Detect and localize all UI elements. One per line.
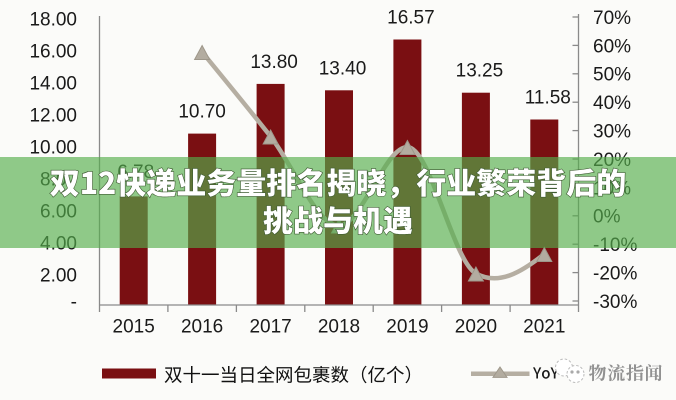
svg-text:2.00: 2.00 bbox=[40, 265, 77, 286]
svg-text:16.00: 16.00 bbox=[29, 41, 77, 62]
svg-text:-30%: -30% bbox=[593, 292, 637, 313]
svg-text:2019: 2019 bbox=[386, 317, 428, 338]
svg-text:2016: 2016 bbox=[181, 317, 223, 338]
svg-text:2017: 2017 bbox=[249, 317, 291, 338]
svg-text:18.00: 18.00 bbox=[29, 9, 77, 30]
svg-text:10.00: 10.00 bbox=[29, 137, 77, 158]
svg-text:2018: 2018 bbox=[318, 317, 360, 338]
svg-text:50%: 50% bbox=[593, 65, 631, 86]
svg-text:70%: 70% bbox=[593, 8, 631, 29]
svg-text:14.00: 14.00 bbox=[29, 73, 77, 94]
svg-text:10.70: 10.70 bbox=[178, 102, 226, 123]
svg-text:12.00: 12.00 bbox=[29, 105, 77, 126]
svg-text:-: - bbox=[71, 292, 77, 313]
svg-text:13.80: 13.80 bbox=[250, 52, 298, 73]
svg-text:40%: 40% bbox=[593, 93, 631, 114]
svg-text:60%: 60% bbox=[593, 36, 631, 57]
svg-text:16.57: 16.57 bbox=[387, 8, 435, 29]
svg-text:2021: 2021 bbox=[523, 317, 565, 338]
svg-text:2020: 2020 bbox=[455, 317, 497, 338]
svg-text:-20%: -20% bbox=[593, 264, 637, 285]
svg-text:30%: 30% bbox=[593, 122, 631, 143]
svg-text:13.25: 13.25 bbox=[456, 61, 504, 82]
svg-text:13.40: 13.40 bbox=[319, 58, 367, 79]
svg-text:11.58: 11.58 bbox=[525, 88, 571, 109]
svg-text:2015: 2015 bbox=[113, 317, 155, 338]
